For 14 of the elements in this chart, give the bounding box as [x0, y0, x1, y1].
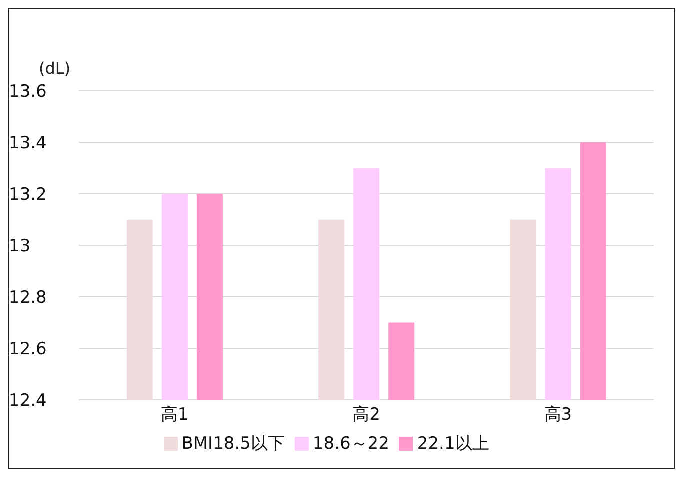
y-tick-label: 13 — [9, 236, 31, 257]
x-tick-label: 高1 — [160, 405, 189, 426]
y-tick-label: 12.4 — [9, 391, 47, 412]
y-tick-label: 13.2 — [9, 185, 47, 206]
y-tick-label: 13.4 — [9, 134, 47, 154]
y-axis-title: (dL) — [39, 59, 71, 78]
y-tick-label: 13.6 — [9, 82, 47, 102]
legend-label: BMI18.5以下 — [182, 434, 285, 454]
legend-label: 18.6～22 — [312, 434, 390, 454]
legend-label: 22.1以上 — [417, 434, 490, 454]
x-tick-label: 高3 — [544, 405, 572, 426]
y-tick-label: 12.6 — [9, 340, 47, 360]
y-tick-label: 12.8 — [9, 288, 47, 308]
x-tick-label: 高2 — [352, 405, 380, 426]
